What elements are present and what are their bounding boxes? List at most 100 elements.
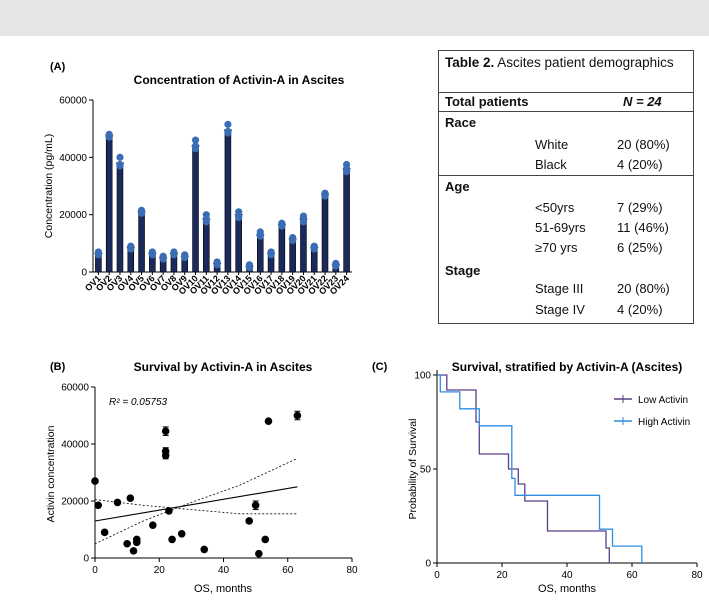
- section-age: Age: [445, 179, 470, 194]
- bar-data-point: [116, 162, 124, 170]
- demographics-table: Table 2. Ascites patient demographics To…: [438, 50, 694, 324]
- bar-data-point: [94, 251, 102, 259]
- bar-data-point: [224, 129, 232, 137]
- legend-label: High Activin: [638, 417, 690, 428]
- row-value: 20 (80%): [617, 137, 670, 152]
- bar-data-point: [159, 255, 167, 263]
- scatter-point: [126, 494, 135, 502]
- scatter-y-tick-label: 0: [83, 554, 89, 565]
- bar-data-point: [278, 222, 286, 230]
- row-value: 7 (29%): [617, 200, 663, 215]
- row-label: ≥70 yrs: [535, 240, 578, 255]
- scatter-point: [255, 549, 263, 558]
- bar-data-point: [332, 262, 340, 270]
- survival-x-tick-label: 40: [561, 570, 573, 581]
- bar: [343, 168, 350, 273]
- scatter-point: [94, 501, 103, 510]
- scatter-point: [293, 411, 302, 420]
- survival-y-tick-label: 100: [414, 371, 431, 382]
- survival-chart-xlabel: OS, months: [538, 583, 597, 595]
- bar: [224, 129, 232, 273]
- total-patients-label: Total patients: [445, 94, 529, 109]
- row-value: 11 (46%): [617, 220, 669, 235]
- table-caption: Table 2. Ascites patient demographics: [445, 54, 689, 72]
- bar-data-point: [137, 209, 146, 217]
- bar-data-point: [181, 254, 189, 262]
- survival-chart-ylabel: Probability of Survival: [407, 419, 419, 520]
- survival-curve-high: [437, 374, 643, 563]
- legend-label: Low Activin: [638, 395, 688, 406]
- scatter-point: [168, 535, 176, 544]
- survival-x-tick-label: 60: [626, 570, 638, 581]
- survival-x-tick-label: 0: [434, 570, 440, 581]
- bar-data-point: [170, 251, 178, 259]
- table-caption-bold: Table 2.: [445, 55, 495, 70]
- bar-data-point: [299, 218, 308, 226]
- row-label: <50yrs: [535, 200, 575, 215]
- table-rule: [439, 92, 693, 93]
- table-rule: [439, 175, 693, 176]
- bar-data-point: [191, 136, 200, 144]
- bar-data-point: [256, 232, 264, 240]
- scatter-chart: Survival by Activin-A in Ascites Activin…: [45, 360, 358, 595]
- section-race: Race: [445, 115, 477, 130]
- bar: [257, 234, 264, 273]
- scatter-x-tick-label: 60: [282, 565, 294, 576]
- bar-data-point: [245, 264, 254, 272]
- bar-data-point: [148, 251, 156, 259]
- scatter-point: [132, 535, 141, 544]
- bar-data-point: [289, 236, 297, 245]
- confidence-band-upper: [94, 457, 298, 545]
- row-value: 6 (25%): [617, 240, 663, 255]
- row-label: White: [535, 137, 569, 152]
- scatter-y-tick-label: 20000: [61, 497, 89, 508]
- scatter-point: [129, 547, 138, 555]
- scatter-x-tick-label: 0: [92, 565, 98, 576]
- scatter-point: [113, 498, 122, 507]
- total-patients-value: N = 24: [623, 94, 662, 109]
- scatter-point: [261, 535, 270, 544]
- row-value: 20 (80%): [617, 281, 670, 296]
- bar-chart-ylabel: Concentration (pg/mL): [43, 134, 55, 238]
- scatter-x-tick-label: 80: [346, 565, 358, 576]
- r-squared-annotation: R² = 0.05753: [109, 397, 168, 408]
- bar: [203, 218, 210, 273]
- scatter-point: [161, 427, 170, 435]
- bar-chart-title: Concentration of Activin-A in Ascites: [134, 73, 345, 87]
- table-rule: [439, 111, 693, 112]
- bar-y-tick-label: 0: [81, 268, 87, 279]
- survival-y-tick-label: 0: [425, 559, 431, 570]
- row-value: 4 (20%): [617, 302, 663, 317]
- scatter-chart-ylabel: Activin concentration: [45, 425, 57, 522]
- bar-data-point: [202, 218, 210, 226]
- bar-data-point: [310, 245, 318, 253]
- bar-data-point: [267, 251, 275, 259]
- scatter-point: [91, 477, 99, 485]
- survival-x-tick-label: 80: [691, 570, 703, 581]
- survival-chart: Survival, stratified by Activin-A (Ascit…: [407, 360, 703, 595]
- bar-data-point: [116, 153, 124, 161]
- scatter-point: [264, 417, 273, 426]
- bar: [321, 194, 329, 273]
- scatter-point: [251, 501, 260, 510]
- bar-y-tick-label: 20000: [59, 210, 87, 221]
- bar: [192, 145, 199, 273]
- scatter-point: [200, 545, 209, 554]
- scatter-y-tick-label: 40000: [61, 440, 89, 451]
- bar-data-point: [224, 120, 232, 128]
- row-label: 51-69yrs: [535, 220, 586, 235]
- scatter-point: [161, 451, 170, 460]
- scatter-point: [100, 528, 109, 537]
- scatter-chart-xlabel: OS, months: [194, 583, 253, 595]
- bar: [116, 162, 124, 273]
- bar-data-point: [235, 213, 243, 222]
- bar-data-point: [127, 245, 135, 253]
- survival-chart-title: Survival, stratified by Activin-A (Ascit…: [452, 360, 683, 374]
- regression-line: [94, 486, 298, 522]
- row-label: Stage III: [535, 281, 584, 296]
- scatter-point: [245, 517, 253, 525]
- survival-curve-low: [437, 374, 610, 563]
- scatter-point: [149, 521, 157, 530]
- row-value: 4 (20%): [617, 157, 663, 172]
